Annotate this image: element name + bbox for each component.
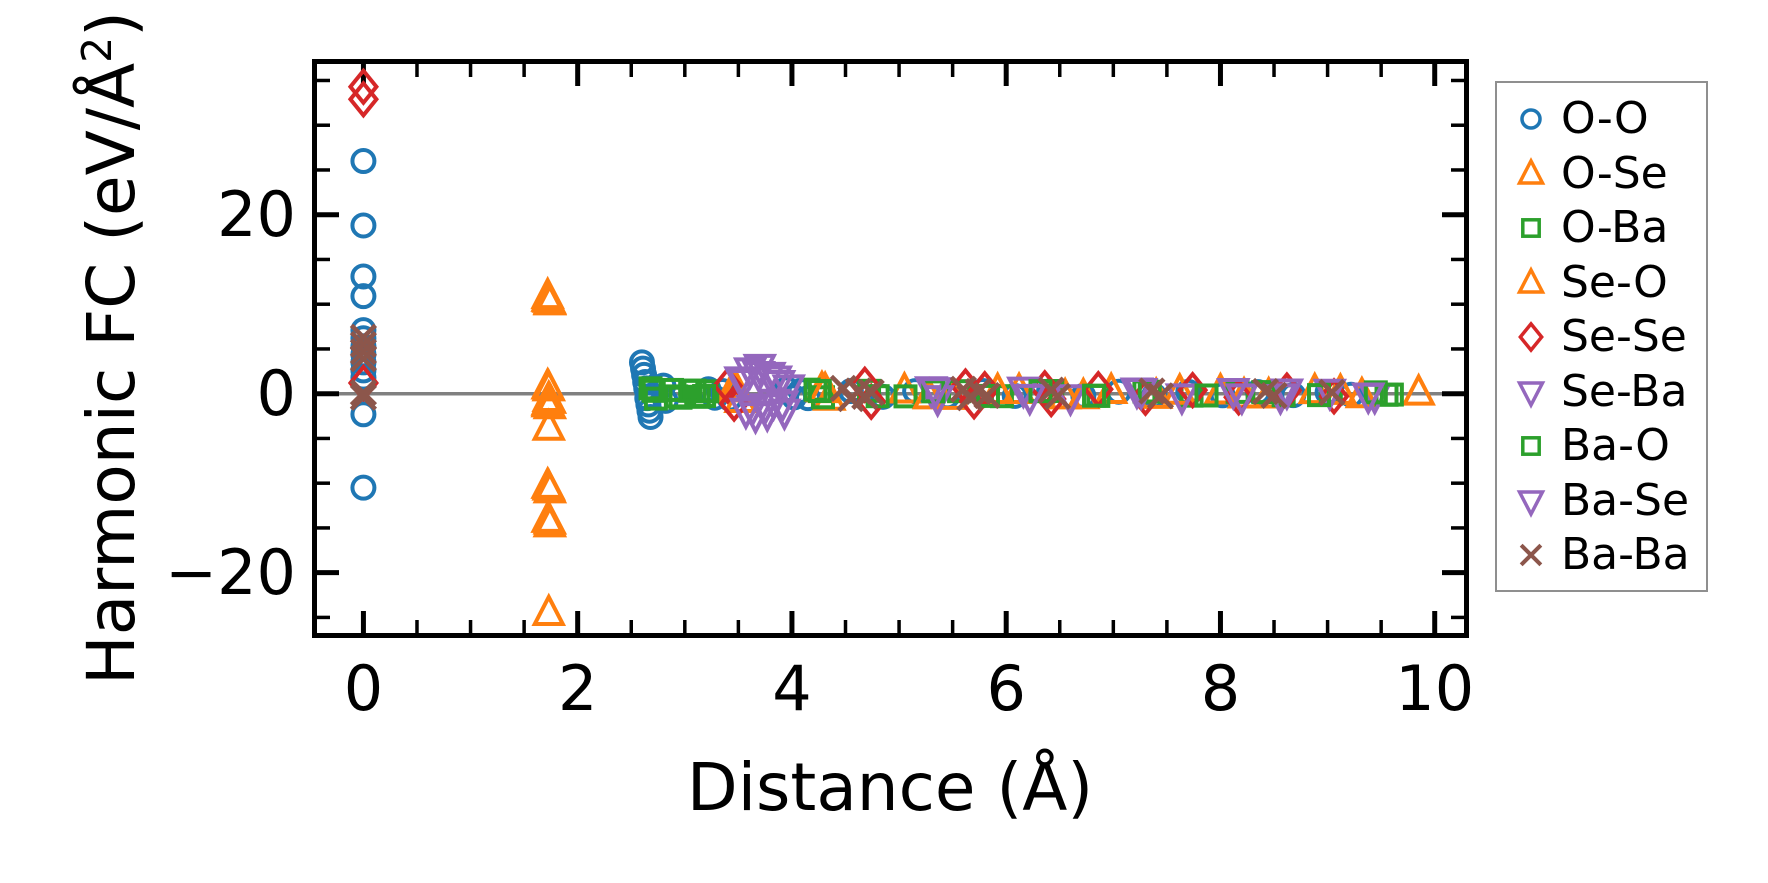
y-axis-label-text: Harmonic FC (eV/Å [73,62,150,685]
legend-label: O-O [1561,93,1649,145]
circle-icon [1520,108,1542,131]
legend-item-O-O: O-O [1497,92,1706,147]
legend-label: O-Ba [1561,202,1669,254]
series-O-O [350,148,1365,501]
square-icon [1521,436,1541,457]
square-icon [1521,218,1541,239]
legend-item-Se-Se: Se-Se [1497,310,1706,365]
axes-frame [312,59,1469,638]
triangle-down-icon [1516,380,1546,409]
legend-item-Ba-Se: Ba-Se [1497,474,1706,529]
x-icon [1519,543,1543,567]
series-O-Se [530,275,1436,626]
y-axis-label: Harmonic FC (eV/Å2) [57,0,150,748]
legend-item-O-Se: O-Se [1497,147,1706,202]
triangle-down-icon [1516,489,1546,518]
legend-label: Ba-Se [1561,474,1690,526]
diamond-icon [1518,321,1544,354]
legend: O-O O-Se O-Ba Se-O Se-Se Se-Ba Ba-O Ba-Se Ba-Ba [1495,81,1708,592]
x-tick-label: 0 [343,652,384,725]
plot-area [312,59,1469,638]
triangle-up-icon [1516,156,1546,185]
triangle-up-icon [1516,265,1546,294]
legend-item-Ba-Ba: Ba-Ba [1497,528,1706,583]
legend-label: Ba-Ba [1561,529,1690,581]
x-tick-label: 2 [557,652,598,725]
y-axis-label-suffix: ) [73,11,150,37]
legend-item-O-Ba: O-Ba [1497,201,1706,256]
y-tick-label: 20 [217,177,296,251]
x-tick-label: 10 [1395,652,1475,725]
legend-item-Se-Ba: Se-Ba [1497,365,1706,420]
x-tick-label: 4 [772,652,812,725]
legend-label: Se-Ba [1561,365,1688,417]
legend-label: Ba-O [1561,420,1670,472]
x-axis-label: Distance (Å) [686,749,1094,826]
y-axis-label-superscript: 2 [73,36,121,63]
legend-label: Se-O [1561,256,1668,308]
y-tick-label: −20 [165,535,296,609]
x-tick-label: 6 [986,652,1026,725]
legend-label: Se-Se [1561,311,1687,363]
series-Se-Se [347,67,1350,423]
legend-item-Se-O: Se-O [1497,256,1706,311]
x-tick-label: 8 [1200,652,1241,725]
y-tick-label: 0 [256,356,296,430]
series-Ba-Ba [349,323,1346,413]
legend-item-Ba-O: Ba-O [1497,419,1706,474]
legend-label: O-Se [1561,147,1668,199]
